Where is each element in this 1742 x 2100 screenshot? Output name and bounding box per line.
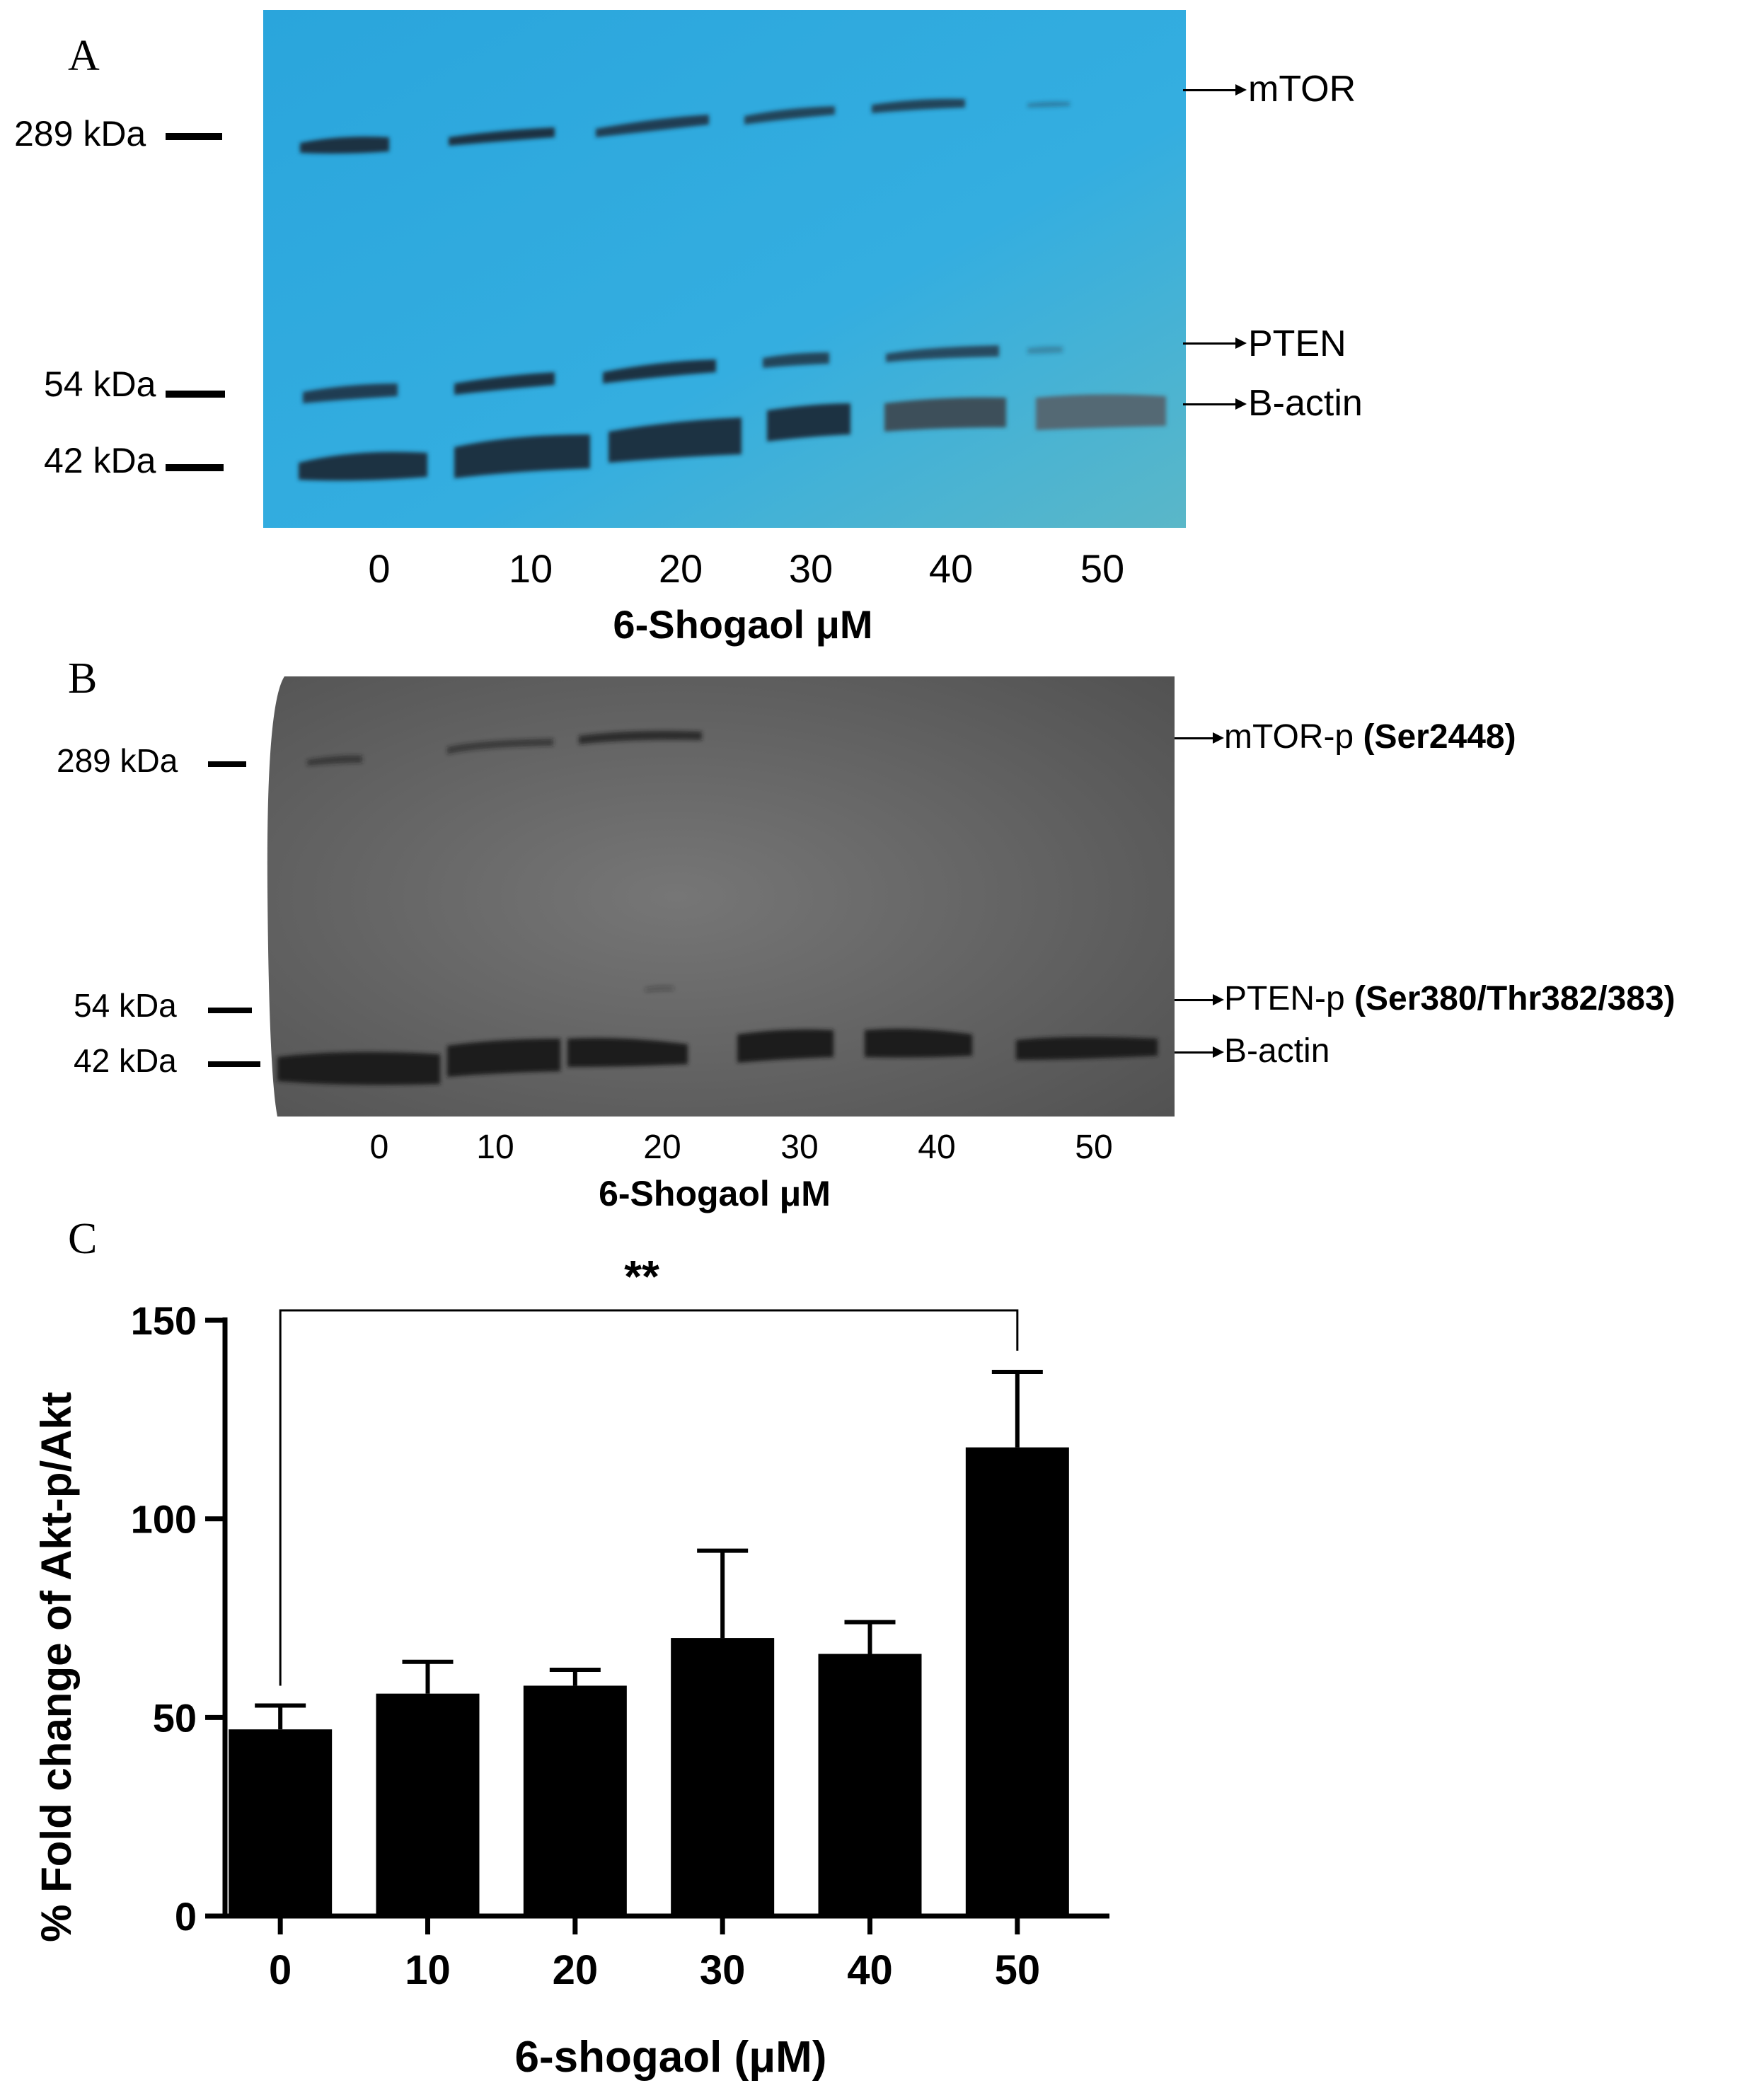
chart-x-tick-label: 10 [405,1947,451,1993]
blot-b-bactin-band [277,1051,440,1085]
chart-y-tick-label: 0 [175,1894,197,1939]
panel-c-letter: C [68,1215,98,1263]
chart-x-tick-label: 40 [847,1947,893,1993]
blot-b-mtor-band [447,739,553,754]
band-site: (Ser380/Thr382/383) [1354,980,1675,1017]
western-blot-a [263,10,1186,528]
chart-y-axis-title: % Fold change of Akt-p/Akt [33,1392,80,1942]
blot-a-mtor-band [872,98,965,113]
blot-a-mtor-band [596,115,709,137]
blot-a-bactin-band [767,403,850,442]
blot-a-mtor-band [300,137,389,154]
band-label-mtor-p: mTOR-p (Ser2448) [1224,720,1516,754]
blot-a-bactin-band [608,417,742,463]
blot-b-bactin-band [567,1038,688,1067]
marker-tick [208,761,246,767]
band-name: mTOR-p [1224,718,1354,756]
blot-b-bactin-band [1016,1037,1158,1060]
blot-b-pten-band [645,986,674,992]
marker-tick [208,1061,260,1067]
marker-42-kda: 42 kDa [74,1042,177,1079]
blot-b-bactin-band [447,1039,560,1077]
chart-bar [671,1638,775,1916]
western-blot-b-image [267,676,1175,1117]
lane-label: 50 [1075,1129,1113,1166]
panel-b-letter: B [68,654,98,703]
chart-x-axis-title: 6-shogaol (μM) [515,2033,827,2082]
lane-label: 40 [928,546,974,591]
arrow-icon [1175,1046,1224,1058]
lane-label: 0 [368,546,391,591]
band-label-bactin: B-actin [1248,383,1363,424]
chart-y-tick-label: 100 [131,1497,197,1542]
arrow-icon [1175,994,1224,1005]
marker-289-kda: 289 kDa [57,742,178,779]
lane-label: 30 [780,1129,819,1166]
band-site: (Ser2448) [1363,718,1516,756]
western-blot-a-image [263,10,1186,528]
blot-b-background [267,676,1175,1117]
chart-x-tick-label: 20 [553,1947,599,1993]
blot-a-pten-band [303,383,398,403]
marker-tick [208,1008,252,1013]
blot-a-mtor-band [1027,101,1070,108]
blot-a-bactin-band [884,397,1006,432]
blot-b-bactin-band [865,1029,972,1058]
marker-tick [166,391,225,398]
chart-x-tick-label: 30 [700,1947,746,1993]
chart-bar [965,1447,1069,1916]
band-label-pten: PTEN [1248,323,1346,364]
blot-a-bactin-band [1036,394,1166,430]
arrow-icon [1183,338,1247,349]
chart-y-tick-label: 50 [153,1695,197,1740]
lane-label: 20 [643,1129,681,1166]
western-blot-b [263,676,1175,1117]
blot-a-mtor-band [744,106,835,125]
panel-b-xlabel: 6-Shogaol μM [599,1174,831,1213]
arrow-icon [1175,732,1224,744]
lane-label: 0 [369,1129,389,1166]
blot-a-mtor-band [449,127,555,146]
blot-a-pten-band [1027,346,1063,354]
blot-a-pten-band [603,359,716,383]
chart-bar [376,1693,480,1916]
band-label-mtor: mTOR [1248,69,1356,110]
panel-a-letter: A [68,32,100,80]
chart-x-tick-label: 0 [269,1947,292,1993]
chart-bar [229,1729,333,1916]
bar-chart-akt: 0 50 100 150 0 10 20 30 40 50 ** % Fold change of … [33,1251,1109,2082]
chart-y-tick-label: 150 [131,1298,197,1343]
lane-label: 10 [508,546,553,591]
chart-significance-bracket [279,1309,1019,1686]
blot-a-bactin-band [299,451,427,481]
blot-b-mtor-band [307,755,362,766]
marker-42-kda: 42 kDa [44,441,156,480]
blot-a-pten-band [886,345,999,362]
blot-a-pten-band [763,352,829,368]
blot-b-mtor-band [579,730,702,744]
marker-289-kda: 289 kDa [14,114,146,154]
lane-label: 50 [1080,546,1125,591]
blot-a-bactin-band [454,434,590,478]
lane-label: 20 [658,546,703,591]
blot-a-pten-band [454,372,555,395]
lane-label: 10 [476,1129,514,1166]
arrow-icon [1183,398,1247,410]
arrow-icon [1183,84,1247,96]
band-label-bactin: B-actin [1224,1032,1330,1070]
marker-54-kda: 54 kDa [44,364,156,404]
chart-bar [818,1654,922,1916]
chart-significance-label: ** [624,1251,659,1302]
marker-54-kda: 54 kDa [74,987,177,1024]
blot-b-bactin-band [737,1029,833,1063]
chart-bar [523,1685,627,1916]
marker-tick [166,464,224,471]
lane-label: 40 [918,1129,956,1166]
band-label-pten-p: PTEN-p (Ser380/Thr382/383) [1224,982,1675,1016]
chart-x-tick-label: 50 [995,1947,1041,1993]
band-name: PTEN-p [1224,980,1345,1017]
marker-tick [166,133,222,140]
lane-label: 30 [788,546,833,591]
panel-a-xlabel: 6-Shogaol μM [613,602,873,647]
